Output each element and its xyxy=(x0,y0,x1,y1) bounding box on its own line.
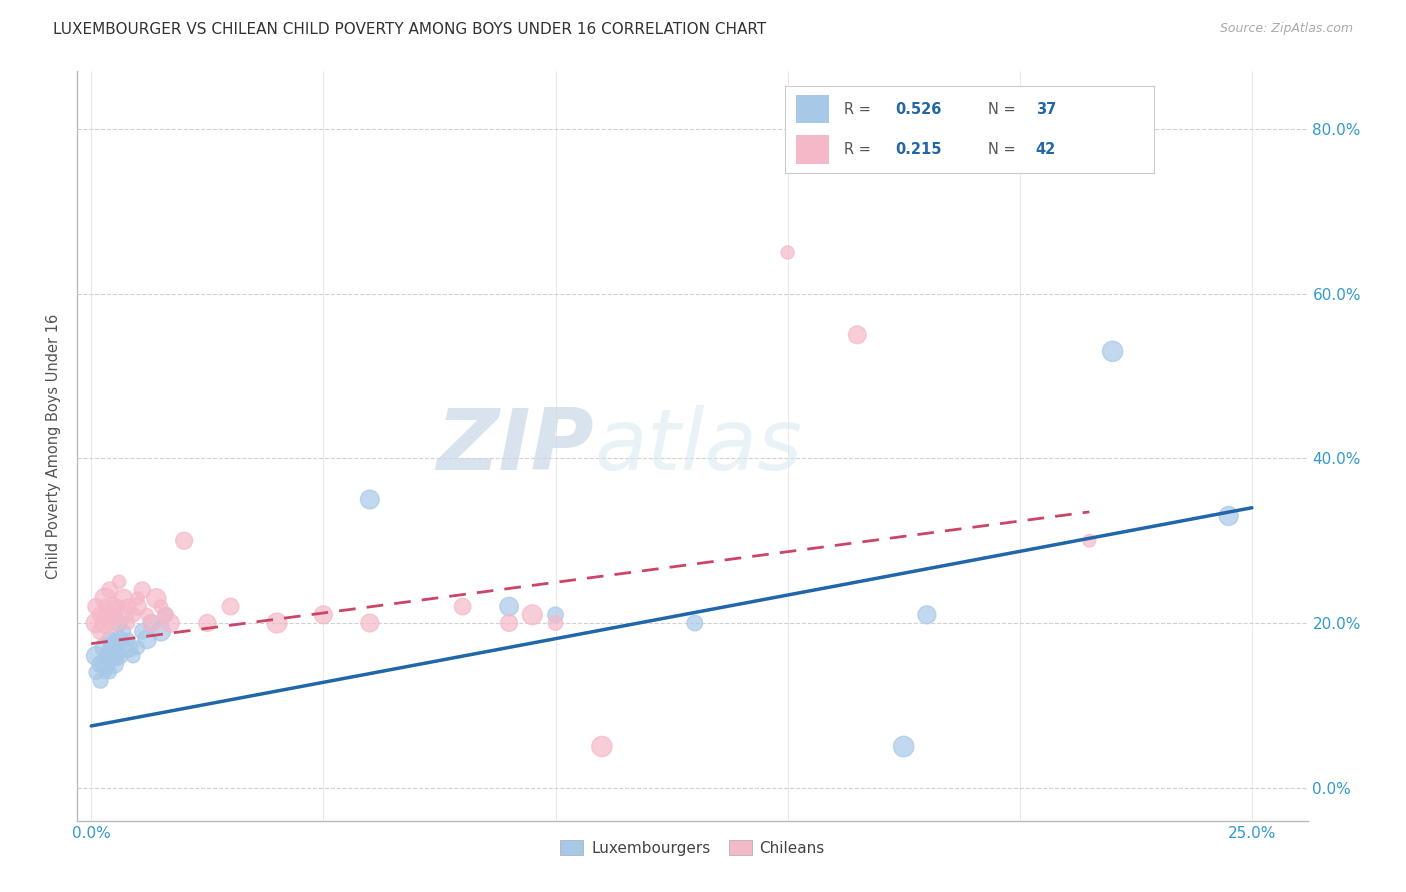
Point xyxy=(451,599,474,614)
Point xyxy=(159,615,181,630)
Point xyxy=(359,492,381,507)
Point xyxy=(98,607,121,622)
Point xyxy=(155,607,177,622)
Point xyxy=(94,599,117,614)
Point xyxy=(84,665,107,680)
Point xyxy=(117,640,139,655)
Point xyxy=(1078,533,1101,548)
Point xyxy=(136,607,159,622)
Point xyxy=(108,574,131,589)
Point xyxy=(173,533,195,548)
Point xyxy=(544,615,567,630)
Point xyxy=(108,615,131,630)
Point xyxy=(103,648,125,663)
Point xyxy=(98,648,121,663)
Point xyxy=(98,640,121,655)
Point xyxy=(103,615,125,630)
Point xyxy=(155,607,177,622)
Point xyxy=(219,599,242,614)
Point xyxy=(122,648,145,663)
Point xyxy=(522,607,544,622)
Point xyxy=(108,632,131,647)
Point xyxy=(84,648,107,663)
Point xyxy=(90,673,112,688)
Point xyxy=(90,657,112,672)
Legend: Luxembourgers, Chileans: Luxembourgers, Chileans xyxy=(554,833,831,862)
Point xyxy=(683,615,706,630)
Point xyxy=(145,591,167,606)
Point xyxy=(94,657,117,672)
Point xyxy=(94,615,117,630)
Point xyxy=(98,665,121,680)
Y-axis label: Child Poverty Among Boys Under 16: Child Poverty Among Boys Under 16 xyxy=(45,313,60,579)
Text: Source: ZipAtlas.com: Source: ZipAtlas.com xyxy=(1219,22,1353,36)
Point xyxy=(90,624,112,639)
Point xyxy=(122,607,145,622)
Point xyxy=(84,615,107,630)
Point xyxy=(84,599,107,614)
Point xyxy=(776,245,799,260)
Point xyxy=(498,599,520,614)
Point xyxy=(112,591,135,606)
Point xyxy=(112,640,135,655)
Point xyxy=(103,599,125,614)
Text: ZIP: ZIP xyxy=(436,404,595,488)
Point xyxy=(103,632,125,647)
Point xyxy=(112,607,135,622)
Point xyxy=(108,648,131,663)
Point xyxy=(94,591,117,606)
Point xyxy=(915,607,938,622)
Point xyxy=(498,615,520,630)
Point xyxy=(149,599,172,614)
Point xyxy=(893,739,915,754)
Point xyxy=(1101,344,1123,359)
Point xyxy=(103,640,125,655)
Point xyxy=(103,657,125,672)
Point xyxy=(846,327,869,342)
Point xyxy=(94,640,117,655)
Point xyxy=(108,599,131,614)
Point xyxy=(195,615,218,630)
Point xyxy=(112,624,135,639)
Point xyxy=(141,615,163,630)
Point xyxy=(117,599,139,614)
Point xyxy=(359,615,381,630)
Point xyxy=(127,591,149,606)
Point xyxy=(94,665,117,680)
Point xyxy=(131,583,153,598)
Text: atlas: atlas xyxy=(595,404,801,488)
Point xyxy=(1218,508,1240,523)
Point xyxy=(98,583,121,598)
Point xyxy=(98,632,121,647)
Text: LUXEMBOURGER VS CHILEAN CHILD POVERTY AMONG BOYS UNDER 16 CORRELATION CHART: LUXEMBOURGER VS CHILEAN CHILD POVERTY AM… xyxy=(53,22,766,37)
Point xyxy=(117,615,139,630)
Point xyxy=(127,640,149,655)
Point xyxy=(266,615,288,630)
Point xyxy=(591,739,613,754)
Point xyxy=(103,607,125,622)
Point xyxy=(136,632,159,647)
Point xyxy=(141,615,163,630)
Point xyxy=(117,632,139,647)
Point xyxy=(127,599,149,614)
Point xyxy=(312,607,335,622)
Point xyxy=(90,607,112,622)
Point xyxy=(544,607,567,622)
Point xyxy=(131,624,153,639)
Point xyxy=(149,624,172,639)
